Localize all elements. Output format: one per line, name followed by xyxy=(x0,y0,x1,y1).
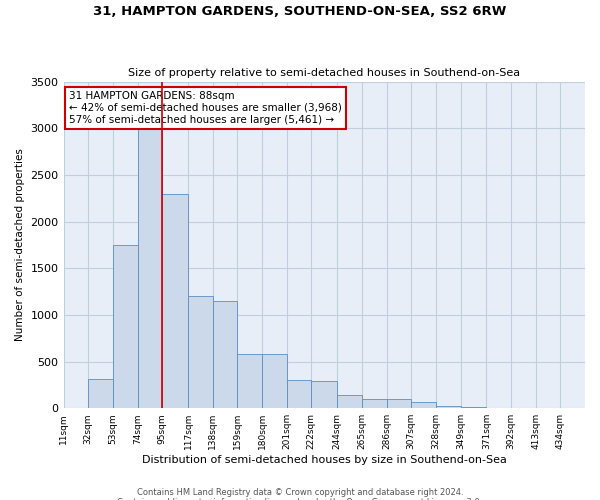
Bar xyxy=(386,399,411,408)
Bar xyxy=(88,380,113,408)
Text: Contains public sector information licensed under the Open Government Licence v3: Contains public sector information licen… xyxy=(118,498,482,500)
Bar xyxy=(188,296,212,408)
Bar xyxy=(262,354,287,408)
Bar xyxy=(337,395,362,408)
Bar xyxy=(436,406,461,408)
Y-axis label: Number of semi-detached properties: Number of semi-detached properties xyxy=(15,148,25,342)
Bar xyxy=(461,407,487,408)
Bar xyxy=(311,381,337,408)
Text: Contains HM Land Registry data © Crown copyright and database right 2024.: Contains HM Land Registry data © Crown c… xyxy=(137,488,463,497)
Bar xyxy=(137,124,162,408)
Bar xyxy=(162,194,188,408)
Text: 31 HAMPTON GARDENS: 88sqm
← 42% of semi-detached houses are smaller (3,968)
57% : 31 HAMPTON GARDENS: 88sqm ← 42% of semi-… xyxy=(69,92,341,124)
Bar xyxy=(362,399,386,408)
Bar xyxy=(287,380,311,408)
Text: 31, HAMPTON GARDENS, SOUTHEND-ON-SEA, SS2 6RW: 31, HAMPTON GARDENS, SOUTHEND-ON-SEA, SS… xyxy=(94,5,506,18)
Bar xyxy=(212,301,238,408)
X-axis label: Distribution of semi-detached houses by size in Southend-on-Sea: Distribution of semi-detached houses by … xyxy=(142,455,507,465)
Bar xyxy=(238,354,262,408)
Bar xyxy=(411,402,436,408)
Title: Size of property relative to semi-detached houses in Southend-on-Sea: Size of property relative to semi-detach… xyxy=(128,68,520,78)
Bar xyxy=(113,245,137,408)
